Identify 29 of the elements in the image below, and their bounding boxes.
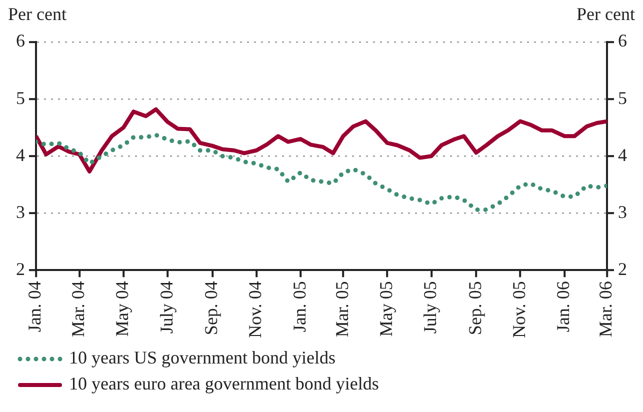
x-tick-label: Mar. 06 xyxy=(596,281,616,338)
x-tick-label: May 05 xyxy=(376,281,396,337)
x-tick-label: July 04 xyxy=(156,281,176,334)
y-axis-title: Per cent xyxy=(8,4,66,25)
legend-label: 10 years US government bond yields xyxy=(69,348,336,368)
x-tick-label: Jan. 05 xyxy=(289,281,310,332)
y2-tick-label: 2 xyxy=(618,258,627,279)
y2-tick-label: 3 xyxy=(618,202,627,222)
x-tick-label: Jan. 04 xyxy=(24,281,45,332)
legend-label: 10 years euro area government bond yields xyxy=(69,374,379,394)
line-series xyxy=(36,132,607,212)
x-tick-label: Mar. 04 xyxy=(68,281,88,338)
y-tick-label: 3 xyxy=(16,202,25,222)
x-tick-label: Sep. 04 xyxy=(201,281,222,336)
y-tick-label: 6 xyxy=(16,30,25,51)
x-tick-label: Sep. 05 xyxy=(464,281,485,336)
x-tick-label: Nov. 05 xyxy=(509,281,529,338)
x-tick-label: May 04 xyxy=(112,281,132,337)
y2-tick-label: 4 xyxy=(618,144,627,165)
y-tick-label: 5 xyxy=(16,88,25,108)
x-tick-label: July 05 xyxy=(420,281,440,334)
y-tick-label: 2 xyxy=(16,258,25,279)
y-tick-label: 4 xyxy=(16,144,25,165)
x-tick-label: Nov. 04 xyxy=(245,281,266,338)
x-tick-label: Mar. 05 xyxy=(332,281,352,338)
y2-tick-label: 6 xyxy=(618,30,627,51)
y2-tick-label: 5 xyxy=(618,88,627,108)
y2-axis-title: Per cent xyxy=(576,4,635,25)
x-tick-label: Jan. 06 xyxy=(553,281,574,332)
